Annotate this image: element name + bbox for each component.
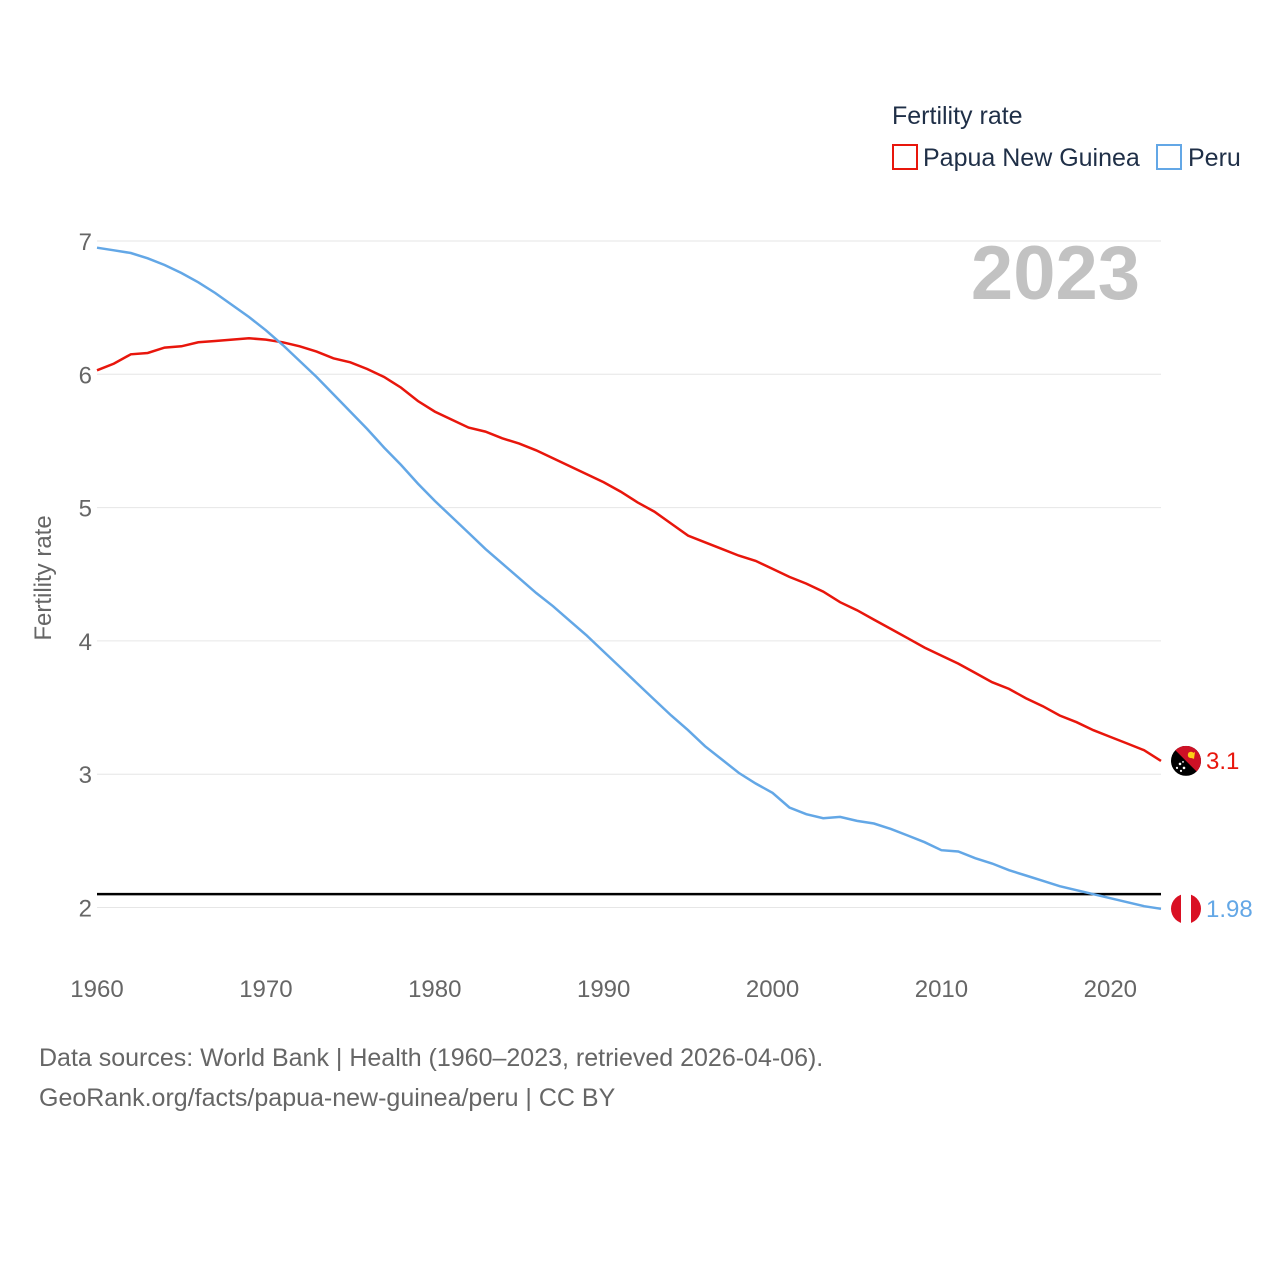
end-value-peru: 1.98 [1206, 896, 1253, 923]
legend-swatch-papua-new-guinea [892, 144, 918, 170]
grid [97, 240, 1161, 908]
series-line-papua-new-guinea [96, 337, 1162, 762]
source-link[interactable]: GeoRank.org/facts/papua-new-guinea/peru … [39, 1084, 616, 1112]
source-attribution: Data sources: World Bank | Health (1960–… [39, 1044, 824, 1072]
papua-new-guinea-flag-icon [1171, 745, 1201, 776]
legend-swatch-peru [1156, 144, 1182, 170]
year-label: 2023 [971, 231, 1140, 316]
y-axis-ticks: 2 3 4 5 6 7 [79, 229, 92, 923]
peru-flag-icon [1171, 893, 1201, 924]
legend-label-peru: Peru [1188, 144, 1241, 172]
legend-item-papua-new-guinea[interactable]: Papua New Guinea [892, 144, 1140, 172]
x-tick-label: 1980 [408, 976, 461, 1003]
x-tick-label: 1990 [577, 976, 630, 1003]
x-tick-label: 2020 [1084, 976, 1137, 1003]
x-tick-label: 1970 [239, 976, 292, 1003]
legend-title: Fertility rate [892, 102, 1023, 130]
y-tick-label: 2 [79, 896, 92, 923]
x-axis-ticks: 1960 1970 1980 1990 2000 2010 2020 [70, 976, 1137, 1003]
x-tick-label: 2010 [915, 976, 968, 1003]
y-tick-label: 7 [79, 229, 92, 256]
legend: Fertility rate Papua New Guinea Peru [892, 102, 1241, 172]
y-axis-title: Fertility rate [30, 515, 57, 640]
legend-label-papua-new-guinea: Papua New Guinea [923, 144, 1140, 172]
y-tick-label: 4 [79, 629, 92, 656]
y-tick-label: 3 [79, 762, 92, 789]
legend-item-peru[interactable]: Peru [1156, 144, 1241, 172]
fertility-chart: Fertility rate Papua New Guinea Peru 2 3 4… [30, 102, 1253, 1003]
y-tick-label: 6 [79, 362, 92, 389]
end-value-papua-new-guinea: 3.1 [1206, 748, 1239, 775]
x-tick-label: 1960 [70, 976, 123, 1003]
x-tick-label: 2000 [746, 976, 799, 1003]
y-tick-label: 5 [79, 496, 92, 523]
series-line-peru [96, 246, 1162, 911]
